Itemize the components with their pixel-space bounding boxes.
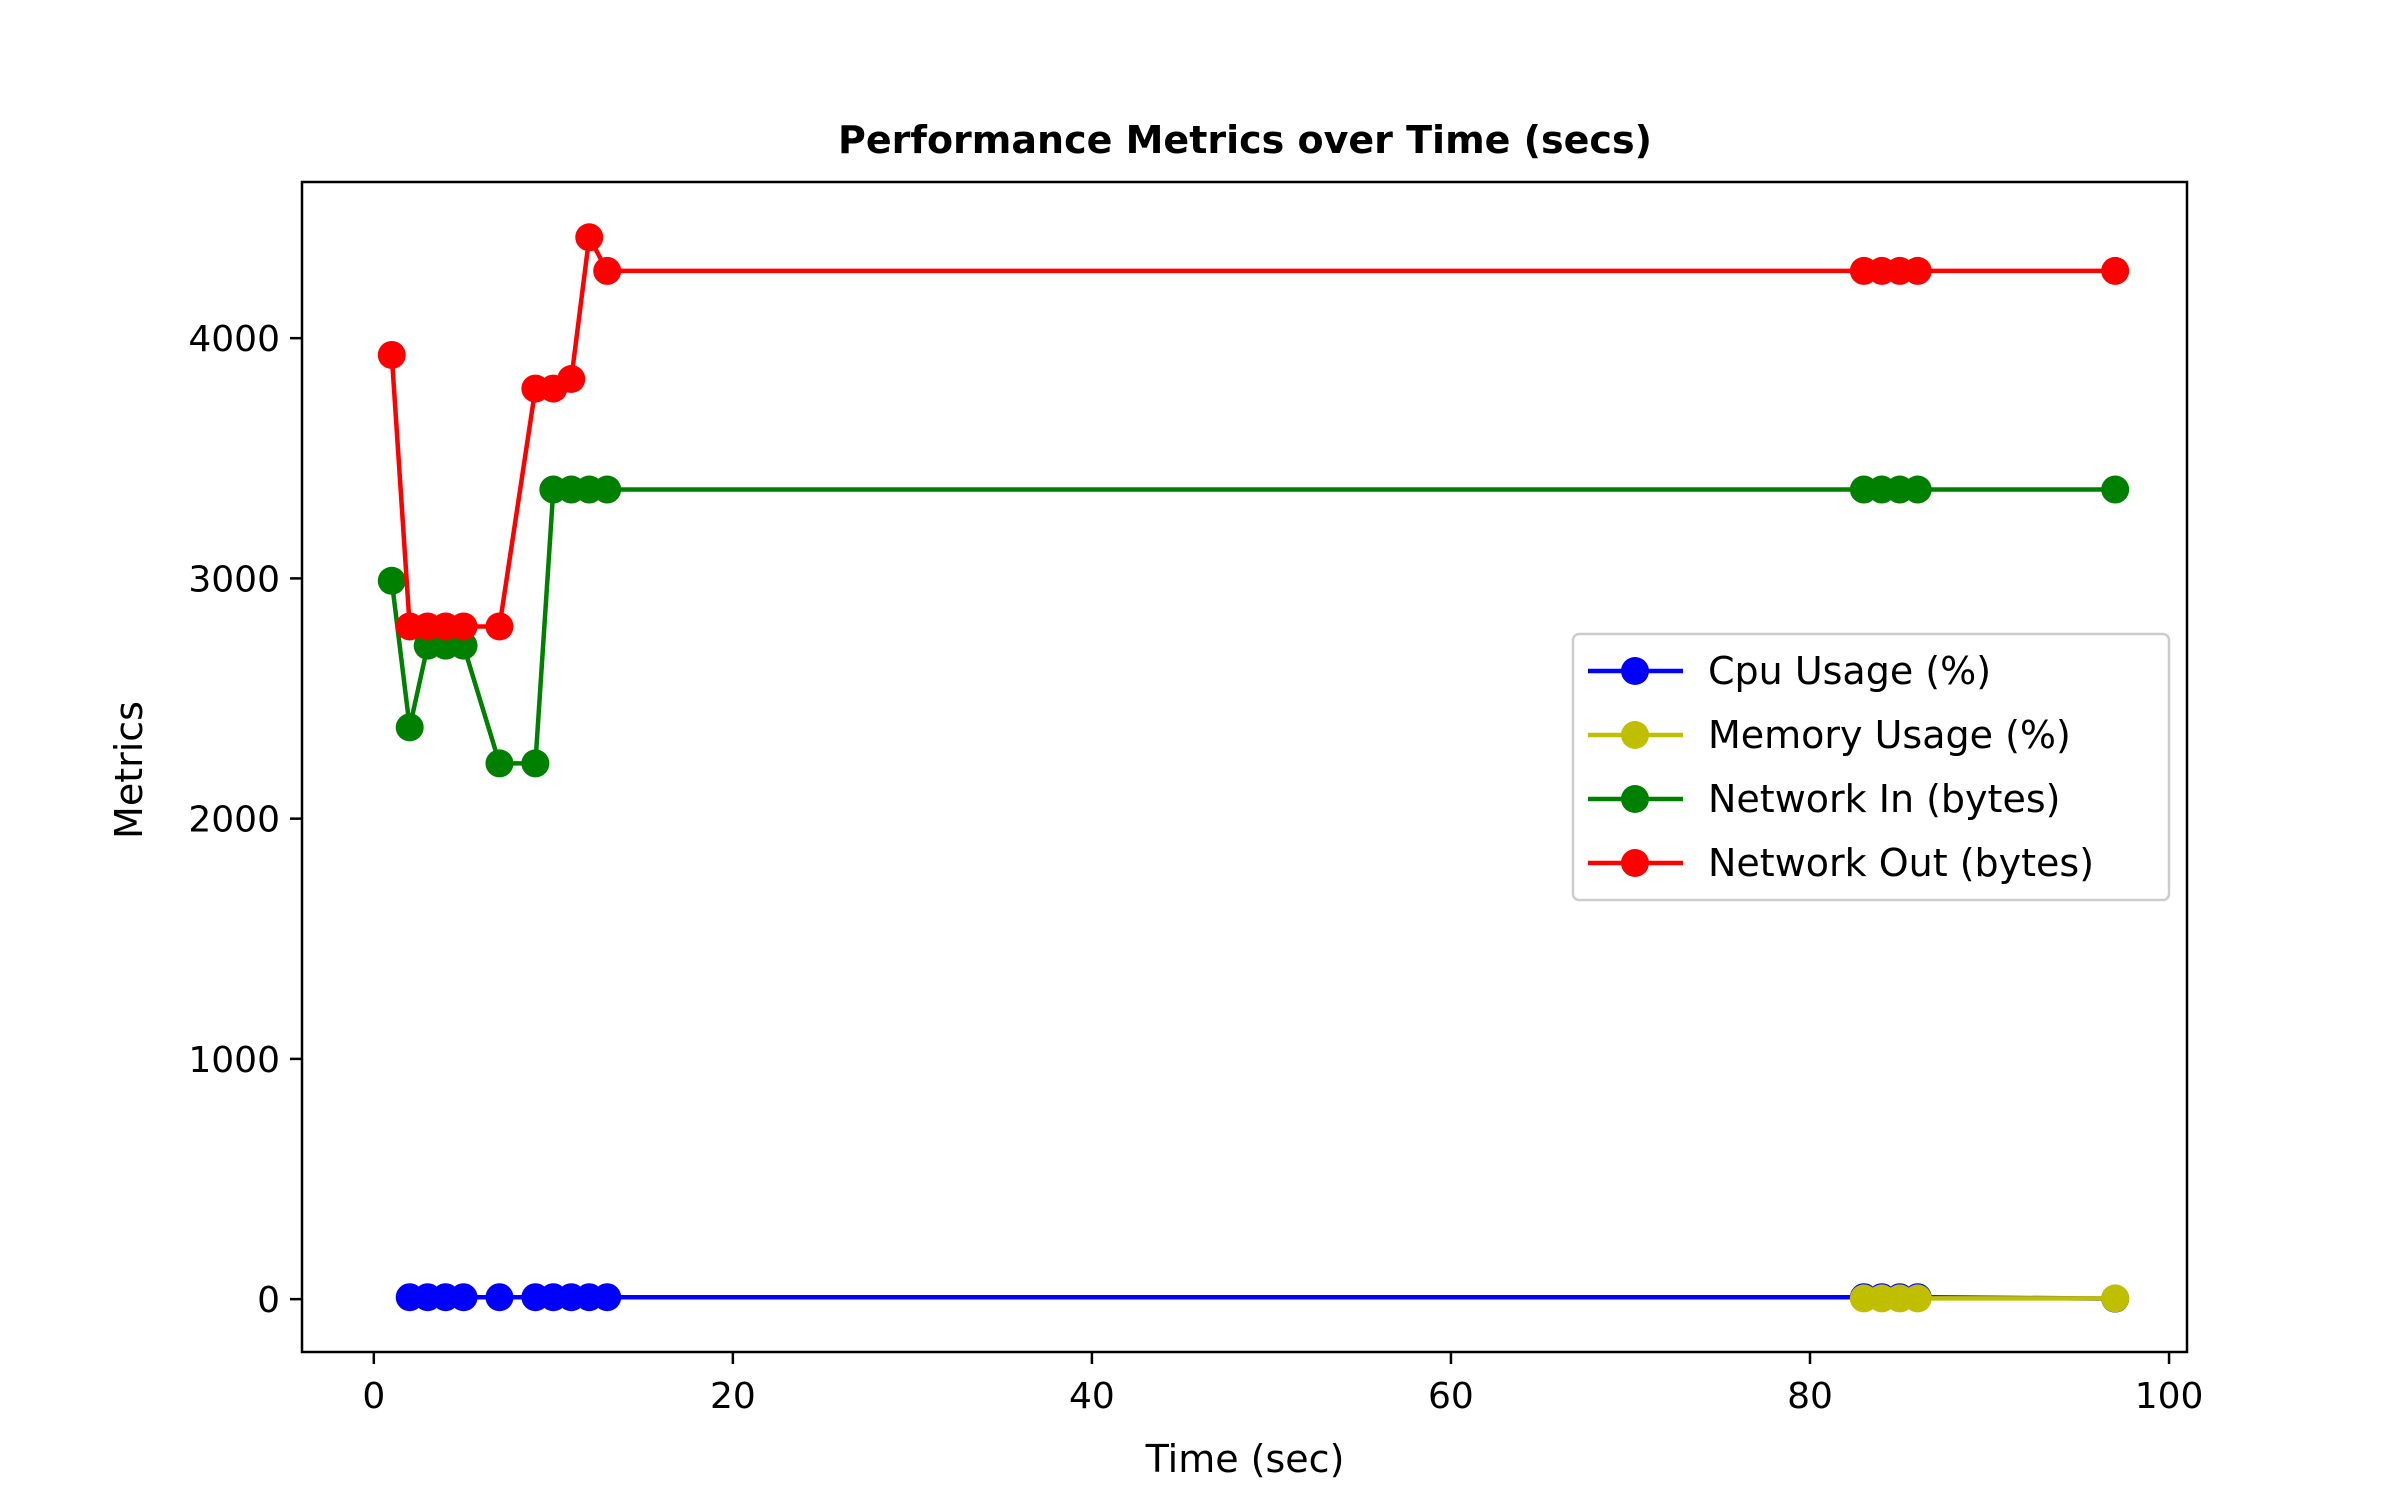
y-tick-label: 4000 [188, 319, 280, 360]
data-point [2101, 475, 2130, 504]
series-line [389, 235, 2116, 629]
data-point [449, 612, 478, 641]
data-point [593, 475, 622, 504]
data-point [1903, 1284, 1932, 1313]
x-tick-label: 60 [1428, 1376, 1474, 1417]
chart-title: Performance Metrics over Time (secs) [838, 118, 1652, 162]
plot-area [377, 223, 2130, 1313]
data-point [485, 1283, 514, 1312]
legend-item: Memory Usage (%) [1588, 713, 2071, 757]
y-tick-label: 0 [257, 1280, 280, 1321]
legend-marker [1621, 657, 1649, 685]
data-point [395, 713, 424, 742]
plot-frame [300, 180, 2189, 1354]
legend-marker [1621, 849, 1649, 877]
y-tick-label: 1000 [188, 1040, 280, 1081]
y-tick-label: 2000 [188, 800, 280, 841]
x-tick-label: 100 [2135, 1376, 2204, 1417]
legend-marker [1621, 785, 1649, 813]
x-axis-label: Time (sec) [1145, 1437, 1345, 1481]
data-point [1903, 256, 1932, 285]
series-2 [377, 475, 2130, 778]
data-point [377, 340, 406, 369]
legend-item: Cpu Usage (%) [1588, 649, 1991, 693]
data-point [449, 1283, 478, 1312]
series-1 [1849, 1284, 2130, 1313]
data-point [593, 1283, 622, 1312]
data-point [557, 365, 586, 394]
y-axis-label: Metrics [107, 701, 151, 839]
legend-label: Memory Usage (%) [1708, 713, 2071, 757]
series-3 [377, 223, 2130, 641]
legend-box [1571, 632, 2171, 902]
data-point [485, 749, 514, 778]
y-tick-label: 3000 [188, 559, 280, 600]
legend: Cpu Usage (%) Memory Usage (%) Network In … [1571, 632, 2171, 902]
data-point [2101, 256, 2130, 285]
data-point [449, 631, 478, 660]
data-point [521, 749, 550, 778]
y-axis: 0 1000 2000 3000 4000 [188, 319, 302, 1321]
data-point [593, 256, 622, 285]
data-point [2101, 1284, 2130, 1313]
x-axis: 0 20 40 60 80 100 [362, 1352, 2203, 1417]
x-tick-label: 80 [1787, 1376, 1833, 1417]
legend-label: Network Out (bytes) [1708, 841, 2094, 885]
legend-label: Network In (bytes) [1708, 777, 2060, 821]
legend-item: Network Out (bytes) [1588, 841, 2094, 885]
data-point [377, 566, 406, 595]
legend-item: Network In (bytes) [1588, 777, 2060, 821]
x-tick-label: 40 [1069, 1376, 1115, 1417]
legend-marker [1621, 721, 1649, 749]
x-tick-label: 0 [362, 1376, 385, 1417]
data-point [485, 612, 514, 641]
legend-label: Cpu Usage (%) [1708, 649, 1991, 693]
data-point [575, 223, 604, 252]
data-point [1903, 475, 1932, 504]
x-tick-label: 20 [710, 1376, 756, 1417]
